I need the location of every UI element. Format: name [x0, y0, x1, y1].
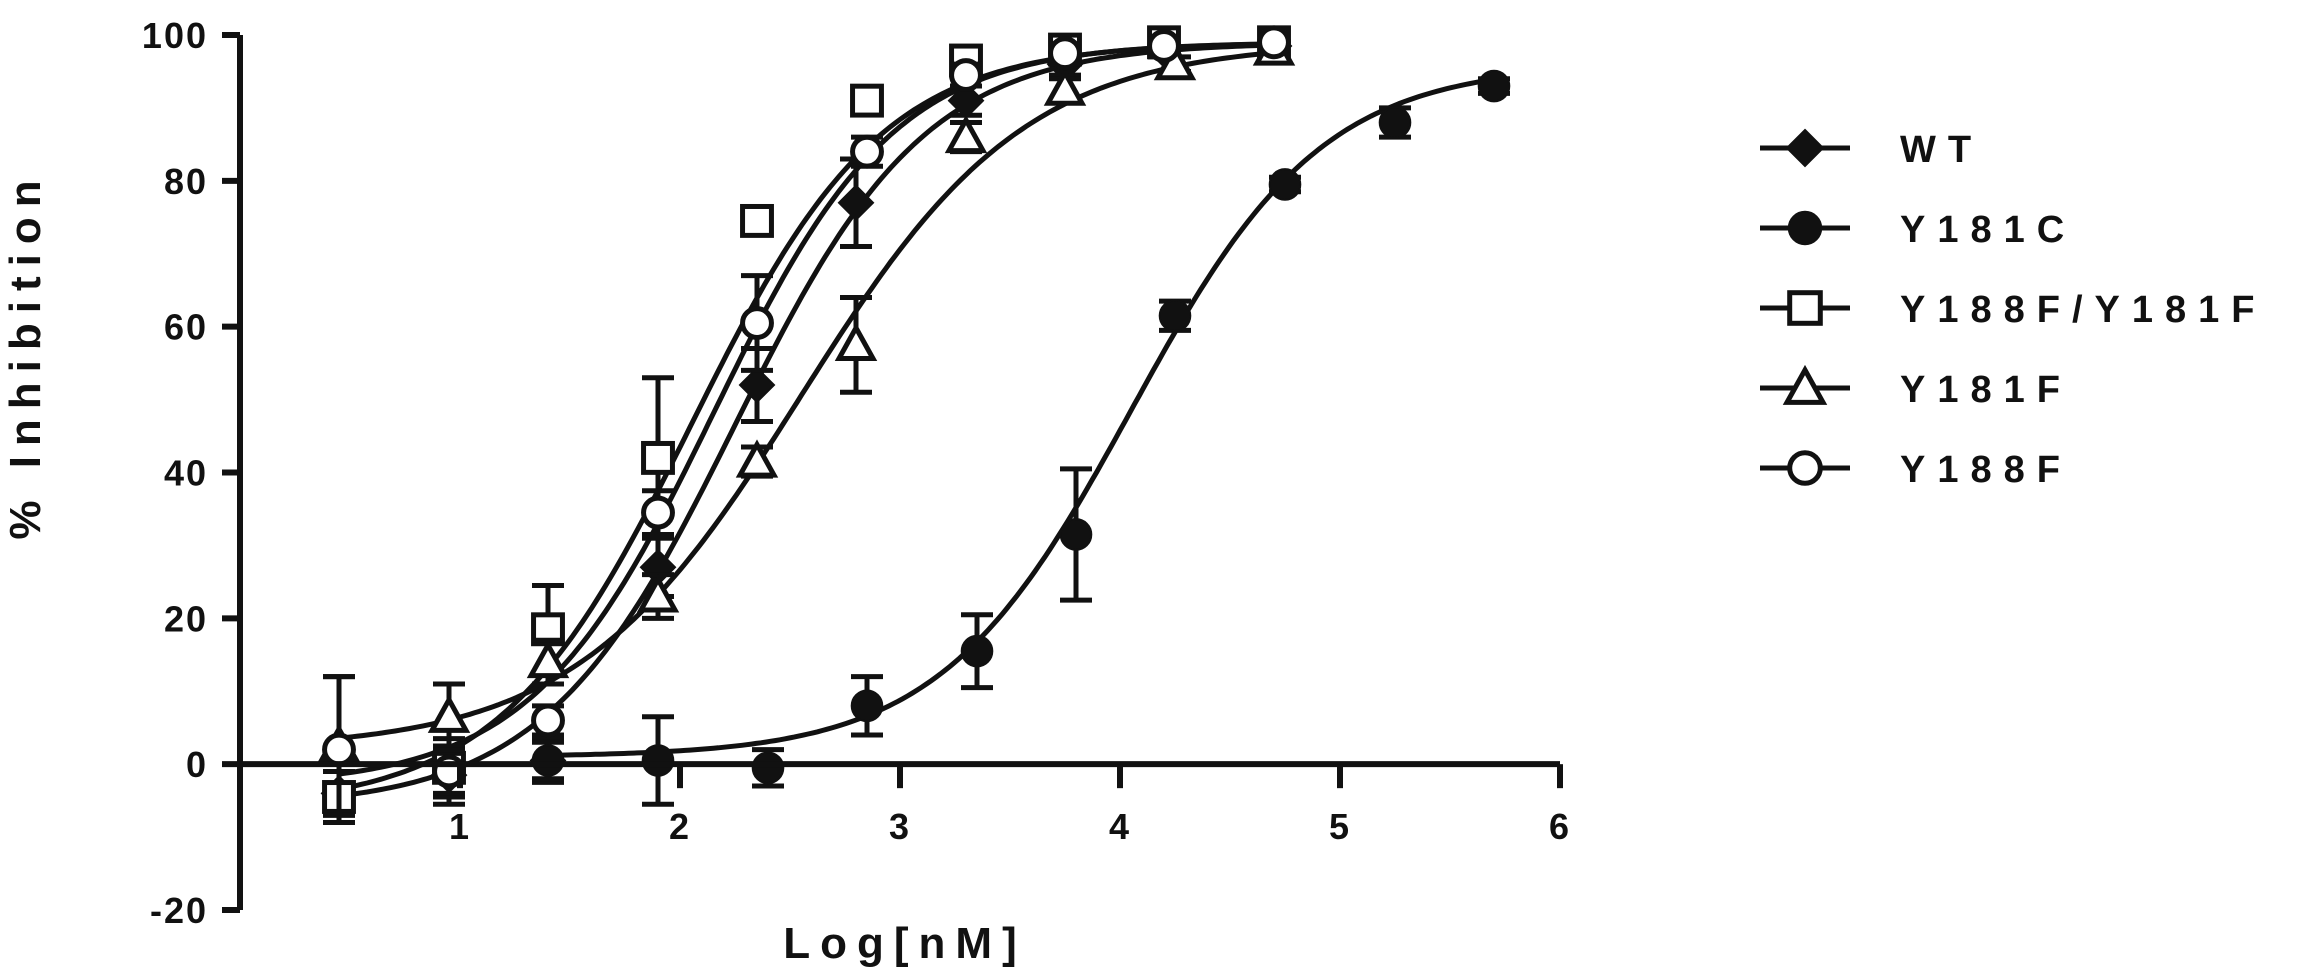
data-point: [427, 694, 471, 733]
data-point: [531, 703, 565, 738]
legend-label: Y188F/Y181F: [1900, 289, 2266, 331]
legend-item: Y188F/Y181F: [1760, 289, 2266, 331]
x-axis-title: Log[nM]: [783, 919, 1026, 968]
legend-marker: [1785, 128, 1825, 168]
legend-marker: [1787, 450, 1823, 486]
x-tick-label: 2: [669, 806, 691, 847]
plot-area: [317, 25, 1511, 825]
data-point: [1477, 69, 1511, 103]
data-point: [735, 439, 779, 478]
data-point: [738, 366, 776, 404]
legend-marker: [1787, 210, 1823, 246]
series-y181c: [531, 69, 1511, 807]
y-tick-label: 80: [164, 161, 208, 202]
data-point: [960, 634, 994, 668]
data-point: [1268, 168, 1302, 201]
data-point: [949, 58, 983, 93]
data-point: [850, 83, 884, 118]
data-point: [1043, 67, 1087, 106]
data-point: [641, 495, 675, 530]
legend-label: Y181C: [1900, 209, 2076, 251]
data-point: [944, 114, 988, 154]
legend-item: Y181F: [1760, 364, 2072, 411]
legend-item: WT: [1760, 128, 1983, 171]
legend-label: Y181F: [1900, 369, 2072, 411]
data-point: [322, 732, 356, 767]
data-point: [641, 744, 675, 777]
data-point: [850, 134, 884, 169]
y-tick-label: 40: [164, 453, 208, 494]
y-tick-label: 100: [142, 15, 208, 56]
x-tick-label: 3: [889, 806, 911, 847]
legend-item: Y181C: [1760, 209, 2076, 251]
data-point: [1048, 36, 1082, 71]
legend: WT Y181C Y188F/Y181F Y181F Y188F: [1760, 128, 2266, 491]
data-point: [636, 574, 680, 613]
data-point: [531, 744, 565, 777]
data-point: [837, 184, 875, 222]
data-point: [1147, 28, 1181, 63]
data-point: [641, 440, 675, 475]
axes: -20 0 20 40 60 80 100 1 2 3 4 5 6: [142, 15, 1571, 931]
y-tick-label: -20: [150, 890, 208, 931]
y-tick-label: 0: [186, 744, 208, 785]
fit-curve-y181f: [338, 50, 1275, 741]
data-point: [1257, 25, 1291, 60]
data-point: [526, 639, 570, 679]
legend-item: Y188F: [1760, 449, 2072, 491]
fit-curve-y188f: [338, 41, 1274, 777]
data-point: [740, 306, 774, 340]
data-point: [834, 322, 878, 361]
series-wt: [320, 27, 1293, 818]
y-tick-label: 20: [164, 598, 208, 639]
y-tick-label: 60: [164, 307, 208, 348]
legend-marker: [1787, 290, 1823, 326]
data-point: [1158, 299, 1192, 333]
fit-curve-y181c: [547, 76, 1495, 758]
legend-label: WT: [1900, 129, 1983, 171]
x-tick-label: 5: [1329, 806, 1351, 847]
fit-curve-y188f-y181f: [338, 41, 1275, 792]
data-point: [751, 751, 785, 785]
data-point: [740, 203, 774, 238]
data-point: [1378, 106, 1412, 139]
legend-label: Y188F: [1900, 449, 2072, 491]
x-tick-label: 1: [449, 806, 471, 847]
fit-curve-wt: [338, 42, 1275, 799]
data-point: [850, 689, 884, 723]
series-y188f-y181f: [322, 25, 1291, 825]
y-axis-title: % Inhibition: [1, 170, 50, 539]
legend-marker: [1782, 364, 1828, 405]
x-tick-label: 4: [1109, 806, 1131, 847]
x-tick-label: 6: [1549, 806, 1571, 847]
series-y181f: [317, 27, 1296, 818]
series-y188f: [322, 25, 1291, 825]
data-point: [1059, 518, 1093, 551]
